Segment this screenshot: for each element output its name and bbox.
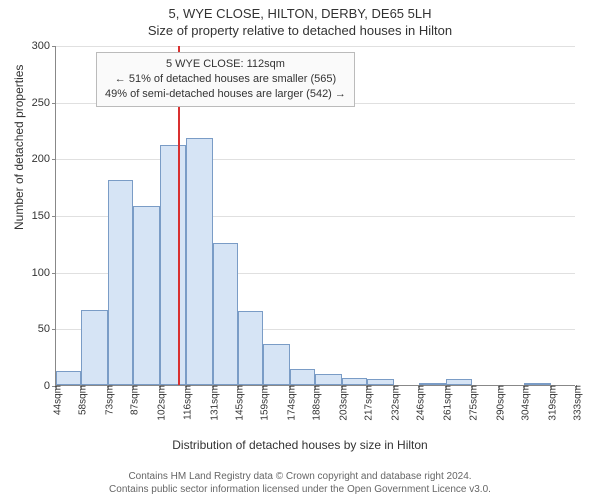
x-tick-label: 275sqm [464, 385, 479, 421]
histogram-bar [81, 310, 108, 385]
gridline [56, 46, 575, 47]
histogram-bar [160, 145, 185, 385]
x-tick-label: 232sqm [387, 385, 402, 421]
x-tick-label: 304sqm [516, 385, 531, 421]
y-tick-label: 250 [32, 97, 56, 109]
histogram-bar [108, 180, 133, 385]
x-tick-label: 174sqm [282, 385, 297, 421]
x-tick-label: 116sqm [178, 385, 193, 420]
x-tick-label: 188sqm [308, 385, 323, 421]
gridline [56, 159, 575, 160]
y-tick-label: 300 [32, 40, 56, 52]
x-tick-label: 159sqm [255, 385, 270, 421]
y-tick-label: 50 [38, 323, 56, 335]
x-tick-label: 290sqm [491, 385, 506, 421]
y-tick-label: 150 [32, 210, 56, 222]
annotation-line-3: 49% of semi-detached houses are larger (… [105, 87, 346, 102]
x-tick-label: 58sqm [74, 385, 89, 415]
plot-area: 05010015020025030044sqm58sqm73sqm87sqm10… [55, 46, 575, 386]
histogram-bar [263, 344, 290, 385]
footer-attribution: Contains HM Land Registry data © Crown c… [0, 471, 600, 496]
x-tick-label: 217sqm [360, 385, 375, 421]
annotation-box: 5 WYE CLOSE: 112sqm ← 51% of detached ho… [96, 52, 355, 107]
page-subtitle: Size of property relative to detached ho… [0, 21, 600, 38]
x-tick-label: 203sqm [335, 385, 350, 421]
x-tick-label: 87sqm [126, 385, 141, 415]
page-title: 5, WYE CLOSE, HILTON, DERBY, DE65 5LH [0, 0, 600, 21]
x-tick-label: 145sqm [230, 385, 245, 421]
annotation-line-2: ← 51% of detached houses are smaller (56… [105, 72, 346, 87]
histogram-bar [342, 378, 367, 385]
y-axis-label: Number of detached properties [12, 65, 26, 230]
x-tick-label: 246sqm [412, 385, 427, 421]
x-axis-label: Distribution of detached houses by size … [0, 438, 600, 452]
y-tick-label: 200 [32, 153, 56, 165]
y-tick-label: 100 [32, 267, 56, 279]
histogram-bar [238, 311, 263, 385]
histogram-chart: 05010015020025030044sqm58sqm73sqm87sqm10… [55, 46, 575, 416]
annotation-line-1: 5 WYE CLOSE: 112sqm [105, 57, 346, 72]
x-tick-label: 333sqm [569, 385, 584, 421]
histogram-bar [56, 371, 81, 385]
x-tick-label: 44sqm [49, 385, 64, 415]
histogram-bar [290, 369, 315, 385]
histogram-bar [213, 243, 238, 385]
histogram-bar [186, 138, 213, 385]
x-tick-label: 131sqm [205, 385, 220, 421]
x-tick-label: 73sqm [101, 385, 116, 415]
x-tick-label: 319sqm [543, 385, 558, 421]
x-tick-label: 102sqm [153, 385, 168, 421]
footer-line-1: Contains HM Land Registry data © Crown c… [0, 471, 600, 484]
histogram-bar [315, 374, 342, 385]
footer-line-2: Contains public sector information licen… [0, 484, 600, 497]
histogram-bar [133, 206, 160, 385]
x-tick-label: 261sqm [439, 385, 454, 421]
